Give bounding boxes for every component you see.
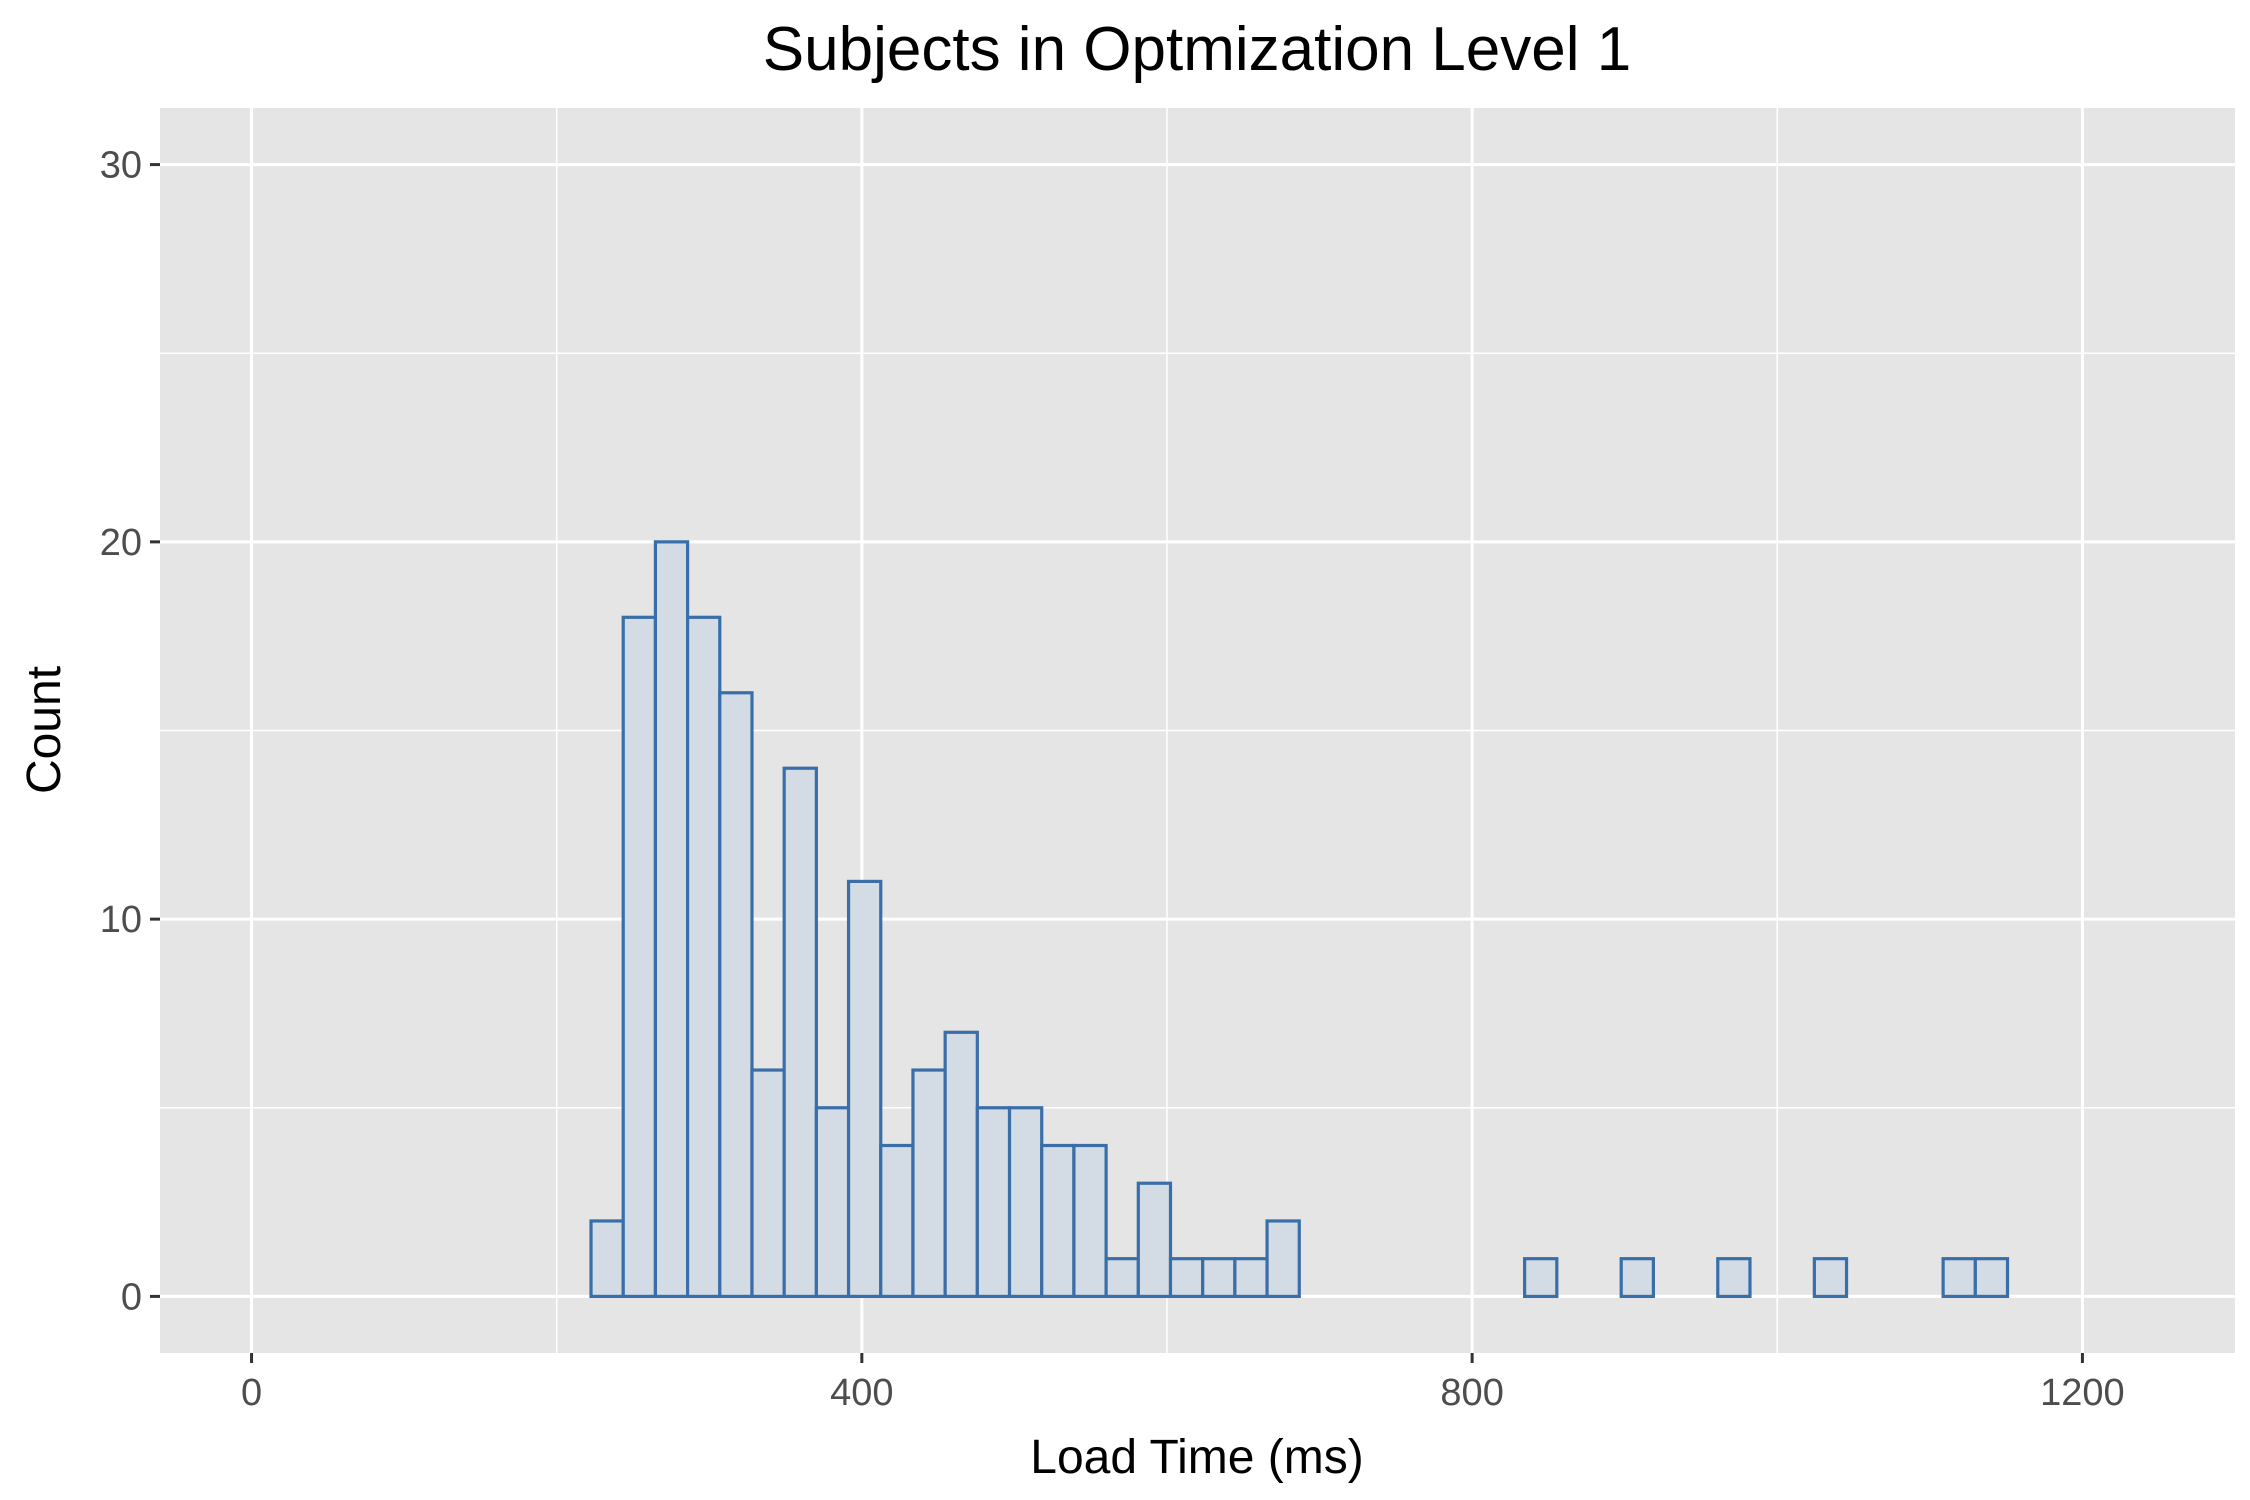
histogram-bar bbox=[621, 615, 658, 1299]
y-tick-label: 0 bbox=[121, 1276, 142, 1318]
x-tick-label: 800 bbox=[1440, 1372, 1503, 1414]
y-tick-label: 20 bbox=[100, 522, 142, 564]
histogram-bar bbox=[975, 1106, 1012, 1299]
histogram-bar bbox=[1265, 1219, 1301, 1299]
histogram-bar bbox=[589, 1219, 625, 1299]
histogram-bar bbox=[1136, 1181, 1173, 1299]
x-axis-ticks: 0 400 800 1200 bbox=[241, 1353, 2125, 1414]
histogram-bar bbox=[911, 1068, 947, 1299]
histogram-bar bbox=[653, 540, 690, 1299]
histogram-bar bbox=[685, 615, 722, 1299]
histogram-bar bbox=[879, 1143, 915, 1299]
x-tick-label: 0 bbox=[241, 1372, 262, 1414]
histogram-bars bbox=[589, 540, 2010, 1299]
histogram-bar bbox=[1812, 1257, 1849, 1299]
x-tick-label: 1200 bbox=[2040, 1372, 2125, 1414]
histogram-bar bbox=[1007, 1106, 1044, 1299]
y-tick-label: 10 bbox=[100, 899, 142, 941]
minor-gridlines bbox=[160, 108, 2235, 1353]
histogram-bar bbox=[1941, 1257, 1977, 1299]
histogram-bar bbox=[1523, 1257, 1559, 1299]
x-tick-label: 400 bbox=[830, 1372, 893, 1414]
histogram-bar bbox=[1201, 1257, 1237, 1299]
y-axis-ticks: 0 10 20 30 bbox=[100, 145, 160, 1318]
histogram-bar bbox=[943, 1030, 979, 1299]
histogram-bar bbox=[1072, 1143, 1108, 1299]
histogram-bar bbox=[1973, 1257, 2010, 1299]
histogram-bar bbox=[1168, 1257, 1205, 1299]
histogram-bar bbox=[1104, 1257, 1140, 1299]
histogram-bar bbox=[782, 766, 818, 1299]
histogram-bar bbox=[1233, 1257, 1269, 1299]
chart-title: Subjects in Optmization Level 1 bbox=[763, 15, 1631, 84]
histogram-bar bbox=[814, 1106, 851, 1299]
histogram-bar bbox=[750, 1068, 786, 1299]
y-tick-label: 30 bbox=[100, 145, 142, 187]
histogram-bar bbox=[1040, 1143, 1076, 1299]
y-axis-title: Count bbox=[18, 666, 71, 794]
x-axis-title: Load Time (ms) bbox=[1030, 1431, 1363, 1484]
histogram-bar bbox=[1716, 1257, 1752, 1299]
histogram-bar bbox=[1619, 1257, 1655, 1299]
histogram-bar bbox=[846, 879, 883, 1299]
histogram-bar bbox=[718, 691, 754, 1299]
